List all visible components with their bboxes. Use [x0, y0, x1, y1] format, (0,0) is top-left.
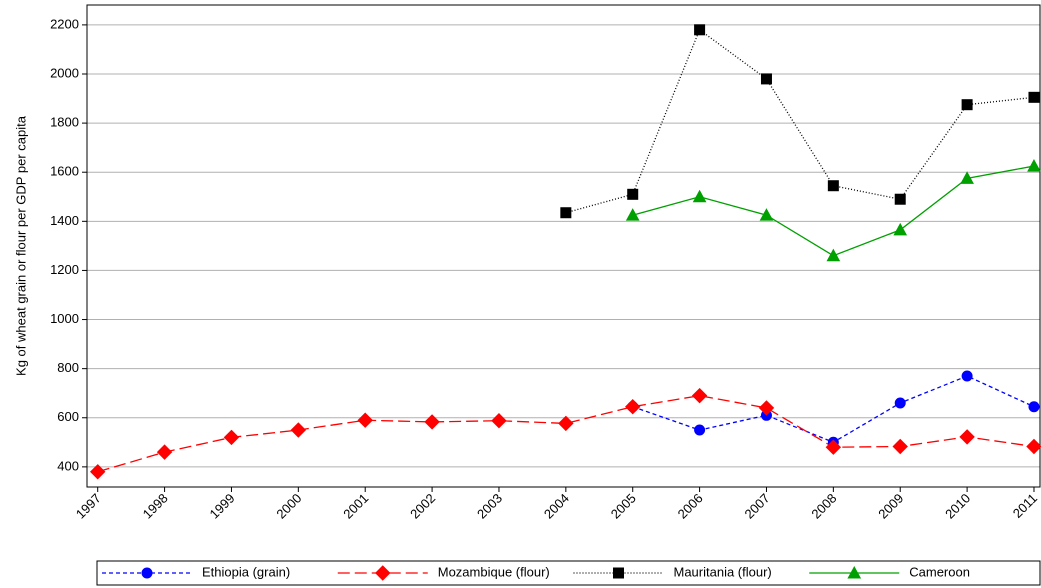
y-tick-label: 2200 — [50, 16, 79, 31]
marker — [893, 222, 908, 236]
marker — [960, 171, 974, 184]
marker — [627, 188, 639, 200]
x-tick-label: 2001 — [340, 491, 371, 522]
marker — [759, 208, 774, 221]
marker — [961, 99, 973, 111]
x-tick-label: 1999 — [207, 491, 238, 522]
y-tick-label: 600 — [57, 409, 79, 424]
marker — [560, 207, 572, 219]
marker — [894, 193, 906, 205]
x-tick-label: 2010 — [942, 491, 973, 522]
series-line — [632, 375, 1035, 444]
x-tick-label: 2002 — [407, 491, 438, 522]
marker — [694, 24, 706, 36]
marker — [625, 208, 640, 221]
legend-label: Mozambique (flour) — [438, 564, 550, 579]
marker — [892, 438, 908, 455]
y-tick-label: 1000 — [50, 311, 79, 326]
y-tick-label: 2000 — [50, 65, 79, 80]
marker — [694, 424, 706, 436]
marker — [89, 464, 106, 480]
x-tick-label: 2000 — [273, 491, 304, 522]
x-tick-label: 2008 — [808, 491, 839, 522]
marker — [613, 567, 624, 579]
marker — [758, 400, 775, 416]
legend-label: Cameroon — [909, 564, 970, 579]
marker — [847, 565, 862, 579]
x-tick-label: 2005 — [608, 491, 639, 522]
y-axis-label: Kg of wheat grain or flour per GDP per c… — [13, 115, 28, 376]
x-tick-label: 1998 — [140, 491, 171, 522]
marker — [827, 180, 839, 192]
series-line — [565, 28, 1035, 214]
marker — [961, 370, 973, 382]
x-tick-label: 2011 — [1010, 491, 1040, 521]
plot-frame — [86, 4, 1041, 488]
y-tick-label: 1600 — [50, 164, 79, 179]
x-tick-label: 2007 — [742, 491, 773, 522]
x-tick-label: 2006 — [675, 491, 706, 522]
marker — [692, 189, 707, 203]
marker — [1028, 91, 1040, 103]
y-tick-label: 1800 — [50, 115, 79, 130]
x-tick-label: 1997 — [73, 491, 104, 522]
legend-label: Ethiopia (grain) — [202, 564, 290, 579]
marker — [1026, 438, 1041, 455]
marker — [290, 422, 307, 438]
marker — [491, 412, 507, 429]
marker — [156, 444, 173, 460]
x-tick-label: 2004 — [541, 491, 572, 522]
marker — [825, 439, 842, 455]
legend-label: Mauritania (flour) — [674, 564, 772, 579]
y-tick-label: 1400 — [50, 213, 79, 228]
marker — [141, 567, 153, 579]
marker — [558, 415, 574, 432]
marker — [1027, 159, 1041, 172]
marker — [424, 414, 440, 430]
marker — [1028, 401, 1040, 413]
y-tick-label: 400 — [57, 458, 79, 473]
marker — [357, 412, 373, 428]
marker — [894, 397, 906, 409]
marker — [375, 565, 391, 581]
series-line — [97, 394, 1035, 473]
marker — [625, 399, 641, 415]
marker — [691, 387, 708, 404]
marker — [959, 429, 975, 445]
x-tick-label: 2009 — [875, 491, 906, 522]
marker — [826, 248, 841, 262]
series-line — [632, 165, 1035, 257]
marker — [760, 73, 772, 85]
y-tick-label: 1200 — [50, 262, 79, 277]
marker — [223, 429, 240, 446]
x-tick-label: 2003 — [474, 491, 505, 522]
y-tick-label: 800 — [57, 360, 79, 375]
